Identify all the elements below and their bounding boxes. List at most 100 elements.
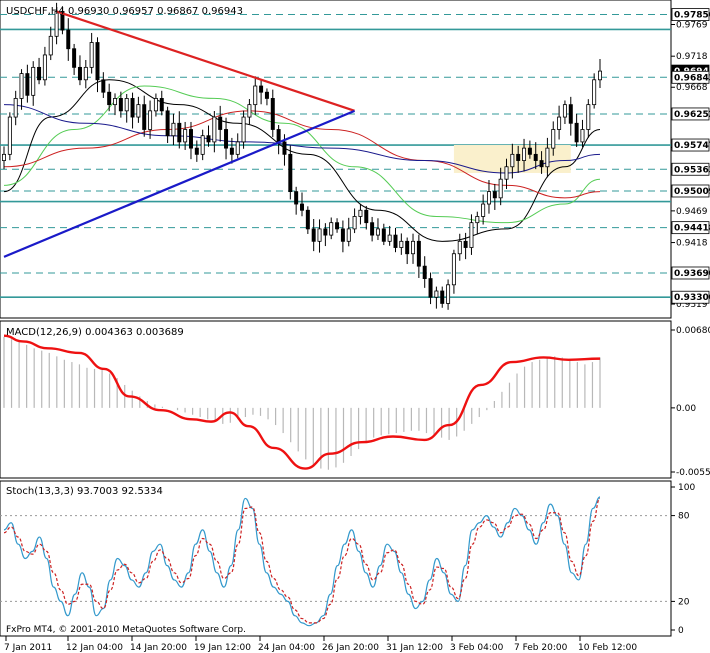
macd-scale: 0.006804 0.00 -0.005595 <box>671 326 710 478</box>
stoch-lines <box>3 496 601 627</box>
candle <box>346 217 351 247</box>
x-tick-label: 19 Jan 12:00 <box>194 643 251 653</box>
candle <box>568 96 573 136</box>
candle <box>358 204 363 225</box>
candle <box>329 217 334 240</box>
x-tick-label: 7 Feb 20:00 <box>514 643 568 653</box>
candle <box>387 225 392 246</box>
candle <box>375 218 380 241</box>
support-trendline <box>3 109 356 258</box>
candle <box>305 206 310 234</box>
candle <box>370 216 375 242</box>
candle <box>510 143 515 179</box>
candle <box>113 93 118 116</box>
candle <box>317 219 322 253</box>
macd-tick-label: 0.006804 <box>676 326 710 336</box>
candle <box>498 167 503 206</box>
candle <box>446 279 451 310</box>
stoch-tick-label: 20 <box>678 597 690 607</box>
candle <box>212 110 217 153</box>
price-candles <box>2 2 602 310</box>
candle <box>194 140 199 162</box>
candle <box>247 99 252 125</box>
candle <box>335 218 340 233</box>
x-tick-label: 26 Jan 20:00 <box>322 643 379 653</box>
candle <box>101 72 106 98</box>
candle <box>545 137 550 178</box>
candle <box>598 59 602 88</box>
svg-text:0.96843: 0.96843 <box>674 73 710 83</box>
candle <box>142 95 147 137</box>
candle <box>522 138 527 172</box>
candle <box>486 180 491 214</box>
candle <box>288 145 293 200</box>
candle <box>481 194 486 225</box>
stoch-tick-label: 80 <box>678 512 690 522</box>
price-tick-label: 0.9718 <box>676 52 708 62</box>
candle <box>89 32 94 74</box>
svg-text:0.95747: 0.95747 <box>674 141 710 151</box>
candle <box>580 119 585 148</box>
candle <box>13 90 18 126</box>
candle <box>527 140 532 159</box>
candle <box>130 92 135 129</box>
candle <box>592 73 597 109</box>
price-pane[interactable]: USDCHF,H4 0.96930 0.96957 0.96867 0.9694… <box>0 0 710 319</box>
candle <box>224 117 229 160</box>
candle <box>7 112 12 161</box>
candle <box>586 99 591 138</box>
candle <box>206 125 211 147</box>
candle <box>557 105 562 140</box>
stoch-pane[interactable]: Stoch(13,3,3) 93.7003 92.5334 FxPro MT4,… <box>0 480 695 637</box>
svg-text:0.95363: 0.95363 <box>674 165 710 175</box>
price-trendlines <box>3 10 356 258</box>
macd-title: MACD(12,26,9) 0.004363 0.003689 <box>6 327 184 338</box>
svg-text:0.94418: 0.94418 <box>674 224 710 234</box>
x-tick-label: 31 Jan 12:00 <box>386 643 443 653</box>
macd-signal-path <box>3 334 601 470</box>
candle <box>393 227 398 253</box>
level-price-tag: 0.93300 <box>671 290 710 304</box>
candle <box>136 96 141 123</box>
resistance-trendline <box>56 10 355 112</box>
candle <box>83 59 88 89</box>
macd-pane[interactable]: MACD(12,26,9) 0.004363 0.003689 0.006804… <box>0 320 710 479</box>
candle <box>72 43 77 75</box>
x-axis: 7 Jan 2011 12 Jan 04:00 14 Jan 20:00 19 Jan… <box>4 636 637 653</box>
candle <box>171 113 176 146</box>
candle <box>218 105 223 142</box>
candle <box>42 46 47 86</box>
candle <box>381 223 386 246</box>
candle <box>31 61 36 106</box>
candle <box>165 106 170 144</box>
svg-text:0.96252: 0.96252 <box>674 110 710 120</box>
candle <box>364 205 369 230</box>
moving-average-navy <box>3 104 601 174</box>
candle <box>19 69 24 110</box>
candle <box>37 57 42 85</box>
candle <box>235 133 240 159</box>
copyright-text: FxPro MT4, © 2001-2010 MetaQuotes Softwa… <box>6 625 246 635</box>
price-tick-label: 0.9418 <box>676 239 708 249</box>
candle <box>405 237 410 265</box>
candle <box>440 286 445 308</box>
candle <box>264 88 269 106</box>
candle <box>95 37 100 93</box>
price-title: USDCHF,H4 <box>6 6 65 17</box>
level-price-tag: 0.95747 <box>671 138 710 152</box>
candle <box>562 100 567 125</box>
candle <box>188 121 193 160</box>
candle <box>270 89 275 138</box>
candle <box>469 214 474 255</box>
candle <box>60 6 65 35</box>
stoch-signal-line <box>3 497 601 624</box>
candle <box>399 233 404 255</box>
candle <box>118 91 123 118</box>
candle <box>177 111 182 149</box>
candle <box>159 90 164 116</box>
candle <box>428 272 433 305</box>
candle <box>311 219 316 252</box>
candle <box>229 137 234 164</box>
